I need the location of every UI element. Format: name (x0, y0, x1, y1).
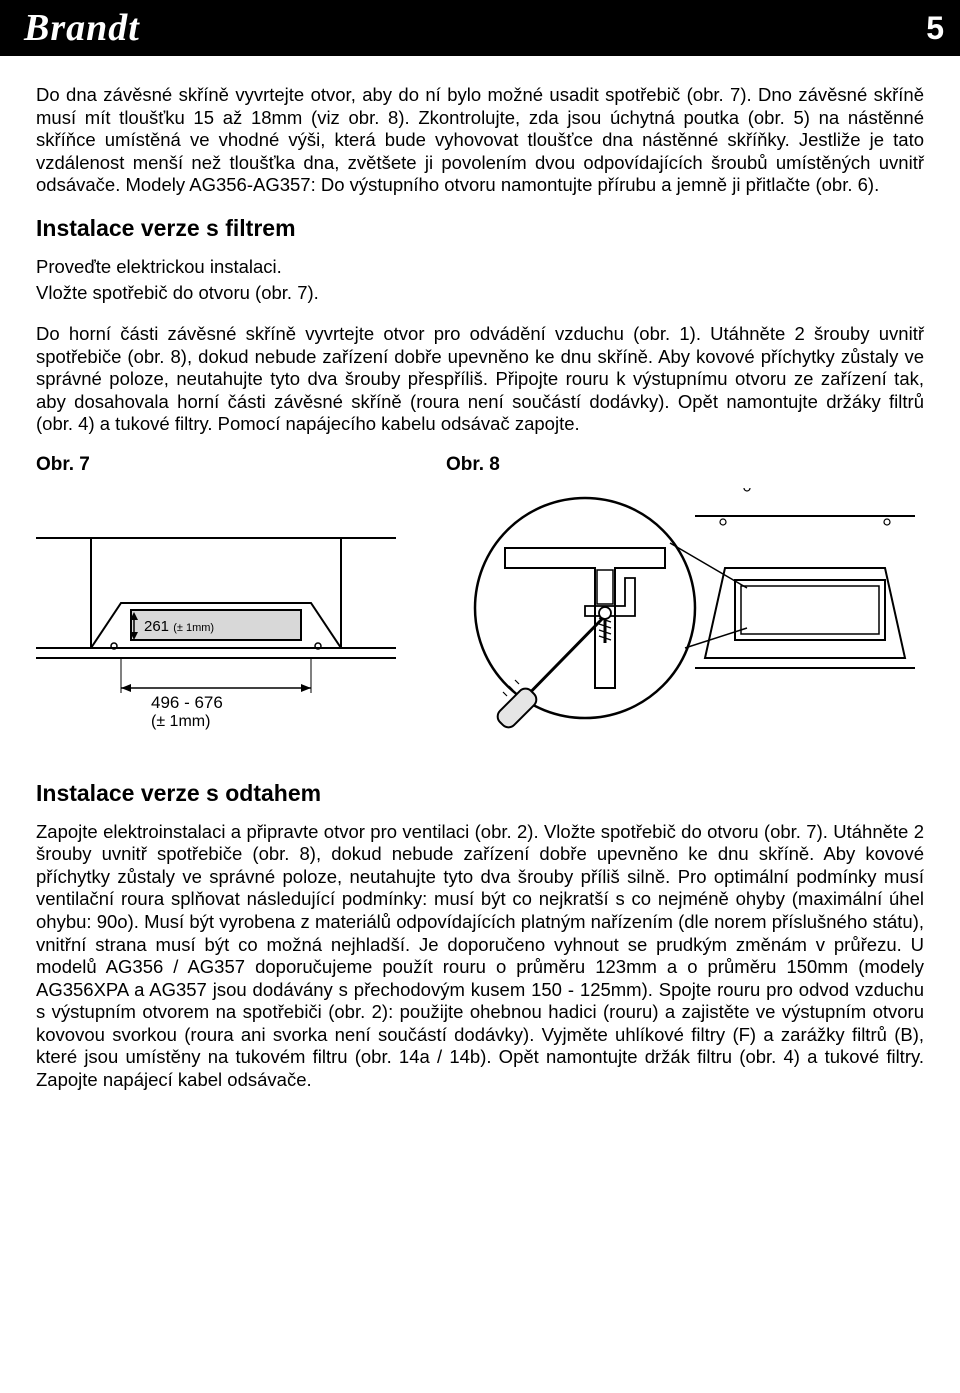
filter-line1: Proveďte elektrickou instalaci. (36, 256, 924, 279)
heading-exhaust-install: Instalace verze s odtahem (36, 780, 924, 807)
brand-logo: Brandt (24, 6, 140, 50)
fig8-label: Obr. 8 (446, 454, 924, 476)
filter-line2: Vložte spotřebič do otvoru (obr. 7). (36, 282, 924, 305)
page-content: Do dna závěsné skříně vyvrtejte otvor, a… (0, 56, 960, 1146)
filter-body: Do horní části závěsné skříně vyvrtejte … (36, 323, 924, 436)
fig7-dim-a-tol: (± 1mm) (173, 622, 214, 634)
fig7-dim-b: 496 - 676 (151, 693, 223, 712)
page-number: 5 (926, 10, 944, 47)
fig7-dim-b-tol: (± 1mm) (151, 713, 210, 730)
exhaust-body: Zapojte elektroinstalaci a připravte otv… (36, 821, 924, 1092)
fig7-label: Obr. 7 (36, 454, 406, 476)
figure-labels-row: Obr. 7 Obr. 8 (36, 454, 924, 476)
fig8 (426, 488, 924, 748)
fig7-dim-a: 261 (144, 618, 169, 635)
intro-paragraph: Do dna závěsné skříně vyvrtejte otvor, a… (36, 84, 924, 197)
fig7: 261 (± 1mm) 496 - 676 (± 1mm) (36, 498, 396, 738)
figures-row: 261 (± 1mm) 496 - 676 (± 1mm) (36, 488, 924, 748)
heading-filter-install: Instalace verze s filtrem (36, 215, 924, 242)
page-header: Brandt 5 (0, 0, 960, 56)
